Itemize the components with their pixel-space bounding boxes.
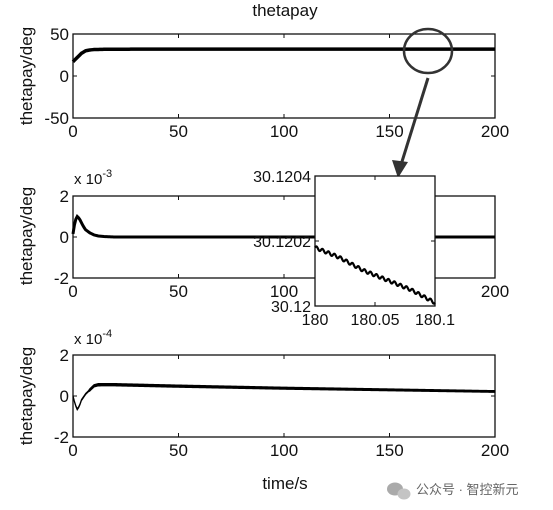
x-tick-label: 180 bbox=[302, 312, 329, 329]
y-ticks: 2 0 -2 bbox=[54, 346, 495, 447]
watermark-text: 公众号 · 智控新元 bbox=[416, 482, 519, 497]
y-tick-label: -2 bbox=[54, 269, 69, 288]
x-tick-label: 200 bbox=[481, 282, 509, 301]
x-tick-label: 200 bbox=[481, 122, 509, 141]
y-axis-label: thetapay/deg bbox=[17, 347, 36, 445]
x-tick-label: 0 bbox=[68, 122, 77, 141]
inset-background bbox=[315, 176, 435, 306]
x-tick-label: 150 bbox=[375, 122, 403, 141]
watermark: 公众号 · 智控新元 bbox=[387, 482, 519, 500]
zoom-inset: 180 180.05 180.1 30.1204 30.1202 30.12 bbox=[253, 169, 455, 329]
chart-title: thetapay bbox=[252, 1, 318, 20]
panel-top: thetapay thetapay/deg 0 50 100 150 200 500-5… bbox=[17, 1, 509, 178]
x-tick-label: 100 bbox=[270, 441, 298, 460]
y-tick-label: 2 bbox=[60, 187, 69, 206]
x-tick-label: 100 bbox=[270, 122, 298, 141]
x-tick-label: 50 bbox=[169, 282, 188, 301]
x-tick-label: 50 bbox=[169, 441, 188, 460]
x-ticks: 0 50 100 150 200 bbox=[68, 355, 509, 460]
plot-frame bbox=[72, 33, 496, 119]
series-band bbox=[72, 383, 496, 411]
y-tick-label: 2 bbox=[60, 346, 69, 365]
y-tick-label: 30.1204 bbox=[253, 169, 311, 186]
y-exponent-label: x 10-4 bbox=[74, 328, 112, 348]
y-tick-label: 30.12 bbox=[271, 299, 311, 316]
y-tick-label: -50 bbox=[44, 109, 69, 128]
x-ticks: 0 50 100 150 200 bbox=[68, 34, 509, 141]
inset-series-line bbox=[314, 245, 436, 305]
zoom-arrow-head bbox=[392, 160, 408, 178]
series-line bbox=[71, 47, 495, 63]
zoom-arrow-annotation bbox=[398, 77, 430, 169]
x-tick-label: 150 bbox=[375, 441, 403, 460]
y-ticks: 2 0 -2 bbox=[54, 187, 495, 288]
y-ticks: 50 0 -50 bbox=[44, 25, 495, 128]
y-tick-label: 0 bbox=[60, 67, 69, 86]
y-tick-label: -2 bbox=[54, 428, 69, 447]
y-axis-label: thetapay/deg bbox=[17, 27, 36, 125]
x-tick-label: 0 bbox=[68, 441, 77, 460]
y-axis-label: thetapay/deg bbox=[17, 187, 36, 285]
y-tick-label: 50 bbox=[50, 25, 69, 44]
x-axis-label: time/s bbox=[262, 474, 307, 493]
panel-bottom: thetapay/deg x 10-4 0 50 100 150 200 20-2 ti… bbox=[17, 328, 509, 493]
y-tick-label: 30.1202 bbox=[253, 234, 311, 251]
inset-y-ticks: 30.1204 30.1202 30.12 bbox=[253, 169, 435, 316]
x-tick-label: 180.1 bbox=[415, 312, 455, 329]
inset-x-ticks: 180 180.05 180.1 bbox=[302, 176, 455, 329]
y-exponent-label: x 10-3 bbox=[74, 168, 112, 188]
x-tick-label: 50 bbox=[169, 122, 188, 141]
y-tick-label: 0 bbox=[60, 387, 69, 406]
x-tick-label: 200 bbox=[481, 441, 509, 460]
plot-frame bbox=[72, 354, 496, 438]
zoom-circle-annotation bbox=[402, 27, 454, 75]
x-tick-label: 180.05 bbox=[351, 312, 400, 329]
x-tick-label: 0 bbox=[68, 282, 77, 301]
y-tick-label: 0 bbox=[60, 228, 69, 247]
wechat-icon bbox=[387, 482, 411, 500]
x-tick-label: 100 bbox=[270, 282, 298, 301]
